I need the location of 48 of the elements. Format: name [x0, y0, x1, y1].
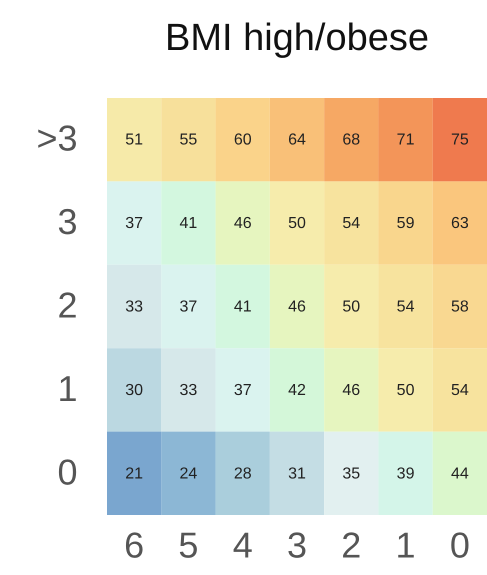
data-label: 51 — [125, 132, 144, 149]
y-tick-label: 0 — [57, 451, 78, 492]
data-label: 68 — [342, 132, 360, 149]
data-label: 64 — [288, 132, 306, 149]
data-label: 60 — [234, 132, 252, 149]
data-label: 58 — [450, 298, 469, 316]
data-label: 41 — [234, 298, 252, 316]
x-tick-label: 6 — [124, 524, 144, 566]
y-tick-label: 2 — [57, 284, 78, 326]
y-tick-label: 1 — [57, 368, 78, 409]
data-label: 21 — [125, 465, 144, 482]
y-tick-label: 3 — [57, 201, 78, 242]
data-label: 46 — [342, 382, 360, 399]
data-label: 75 — [450, 132, 469, 149]
data-label: 31 — [288, 465, 306, 482]
data-label: 30 — [125, 382, 144, 399]
data-label: 71 — [396, 132, 415, 149]
data-label: 35 — [342, 465, 360, 482]
data-label: 59 — [396, 215, 415, 232]
x-tick-label: 1 — [396, 524, 416, 566]
data-label: 37 — [180, 298, 198, 316]
data-label: 41 — [180, 215, 198, 232]
data-label: 50 — [396, 382, 415, 399]
chart-title: BMI high/obese — [164, 17, 430, 59]
data-label: 24 — [180, 465, 198, 482]
data-label: 37 — [234, 382, 252, 399]
data-label: 54 — [342, 215, 360, 232]
data-label: 42 — [288, 382, 306, 399]
data-label: 33 — [180, 382, 198, 399]
data-label: 44 — [450, 465, 469, 482]
data-label: 28 — [234, 465, 252, 482]
data-label: 46 — [288, 298, 306, 316]
data-label: 33 — [125, 298, 144, 316]
data-label: 55 — [180, 132, 198, 149]
data-label: 54 — [450, 382, 469, 399]
x-tick-label: 5 — [178, 524, 198, 566]
x-tick-label: 4 — [232, 524, 253, 566]
data-label: 54 — [396, 298, 415, 316]
x-tick-label: 0 — [450, 524, 470, 566]
data-label: 46 — [234, 215, 252, 232]
data-label: 39 — [396, 465, 415, 482]
data-label: 63 — [450, 215, 469, 232]
data-label: 50 — [288, 215, 306, 232]
x-tick-label: 3 — [286, 524, 308, 566]
data-label: 50 — [342, 298, 360, 316]
y-tick-label: >3 — [36, 118, 78, 159]
x-tick-label: 2 — [341, 524, 362, 566]
data-label: 37 — [125, 215, 144, 232]
